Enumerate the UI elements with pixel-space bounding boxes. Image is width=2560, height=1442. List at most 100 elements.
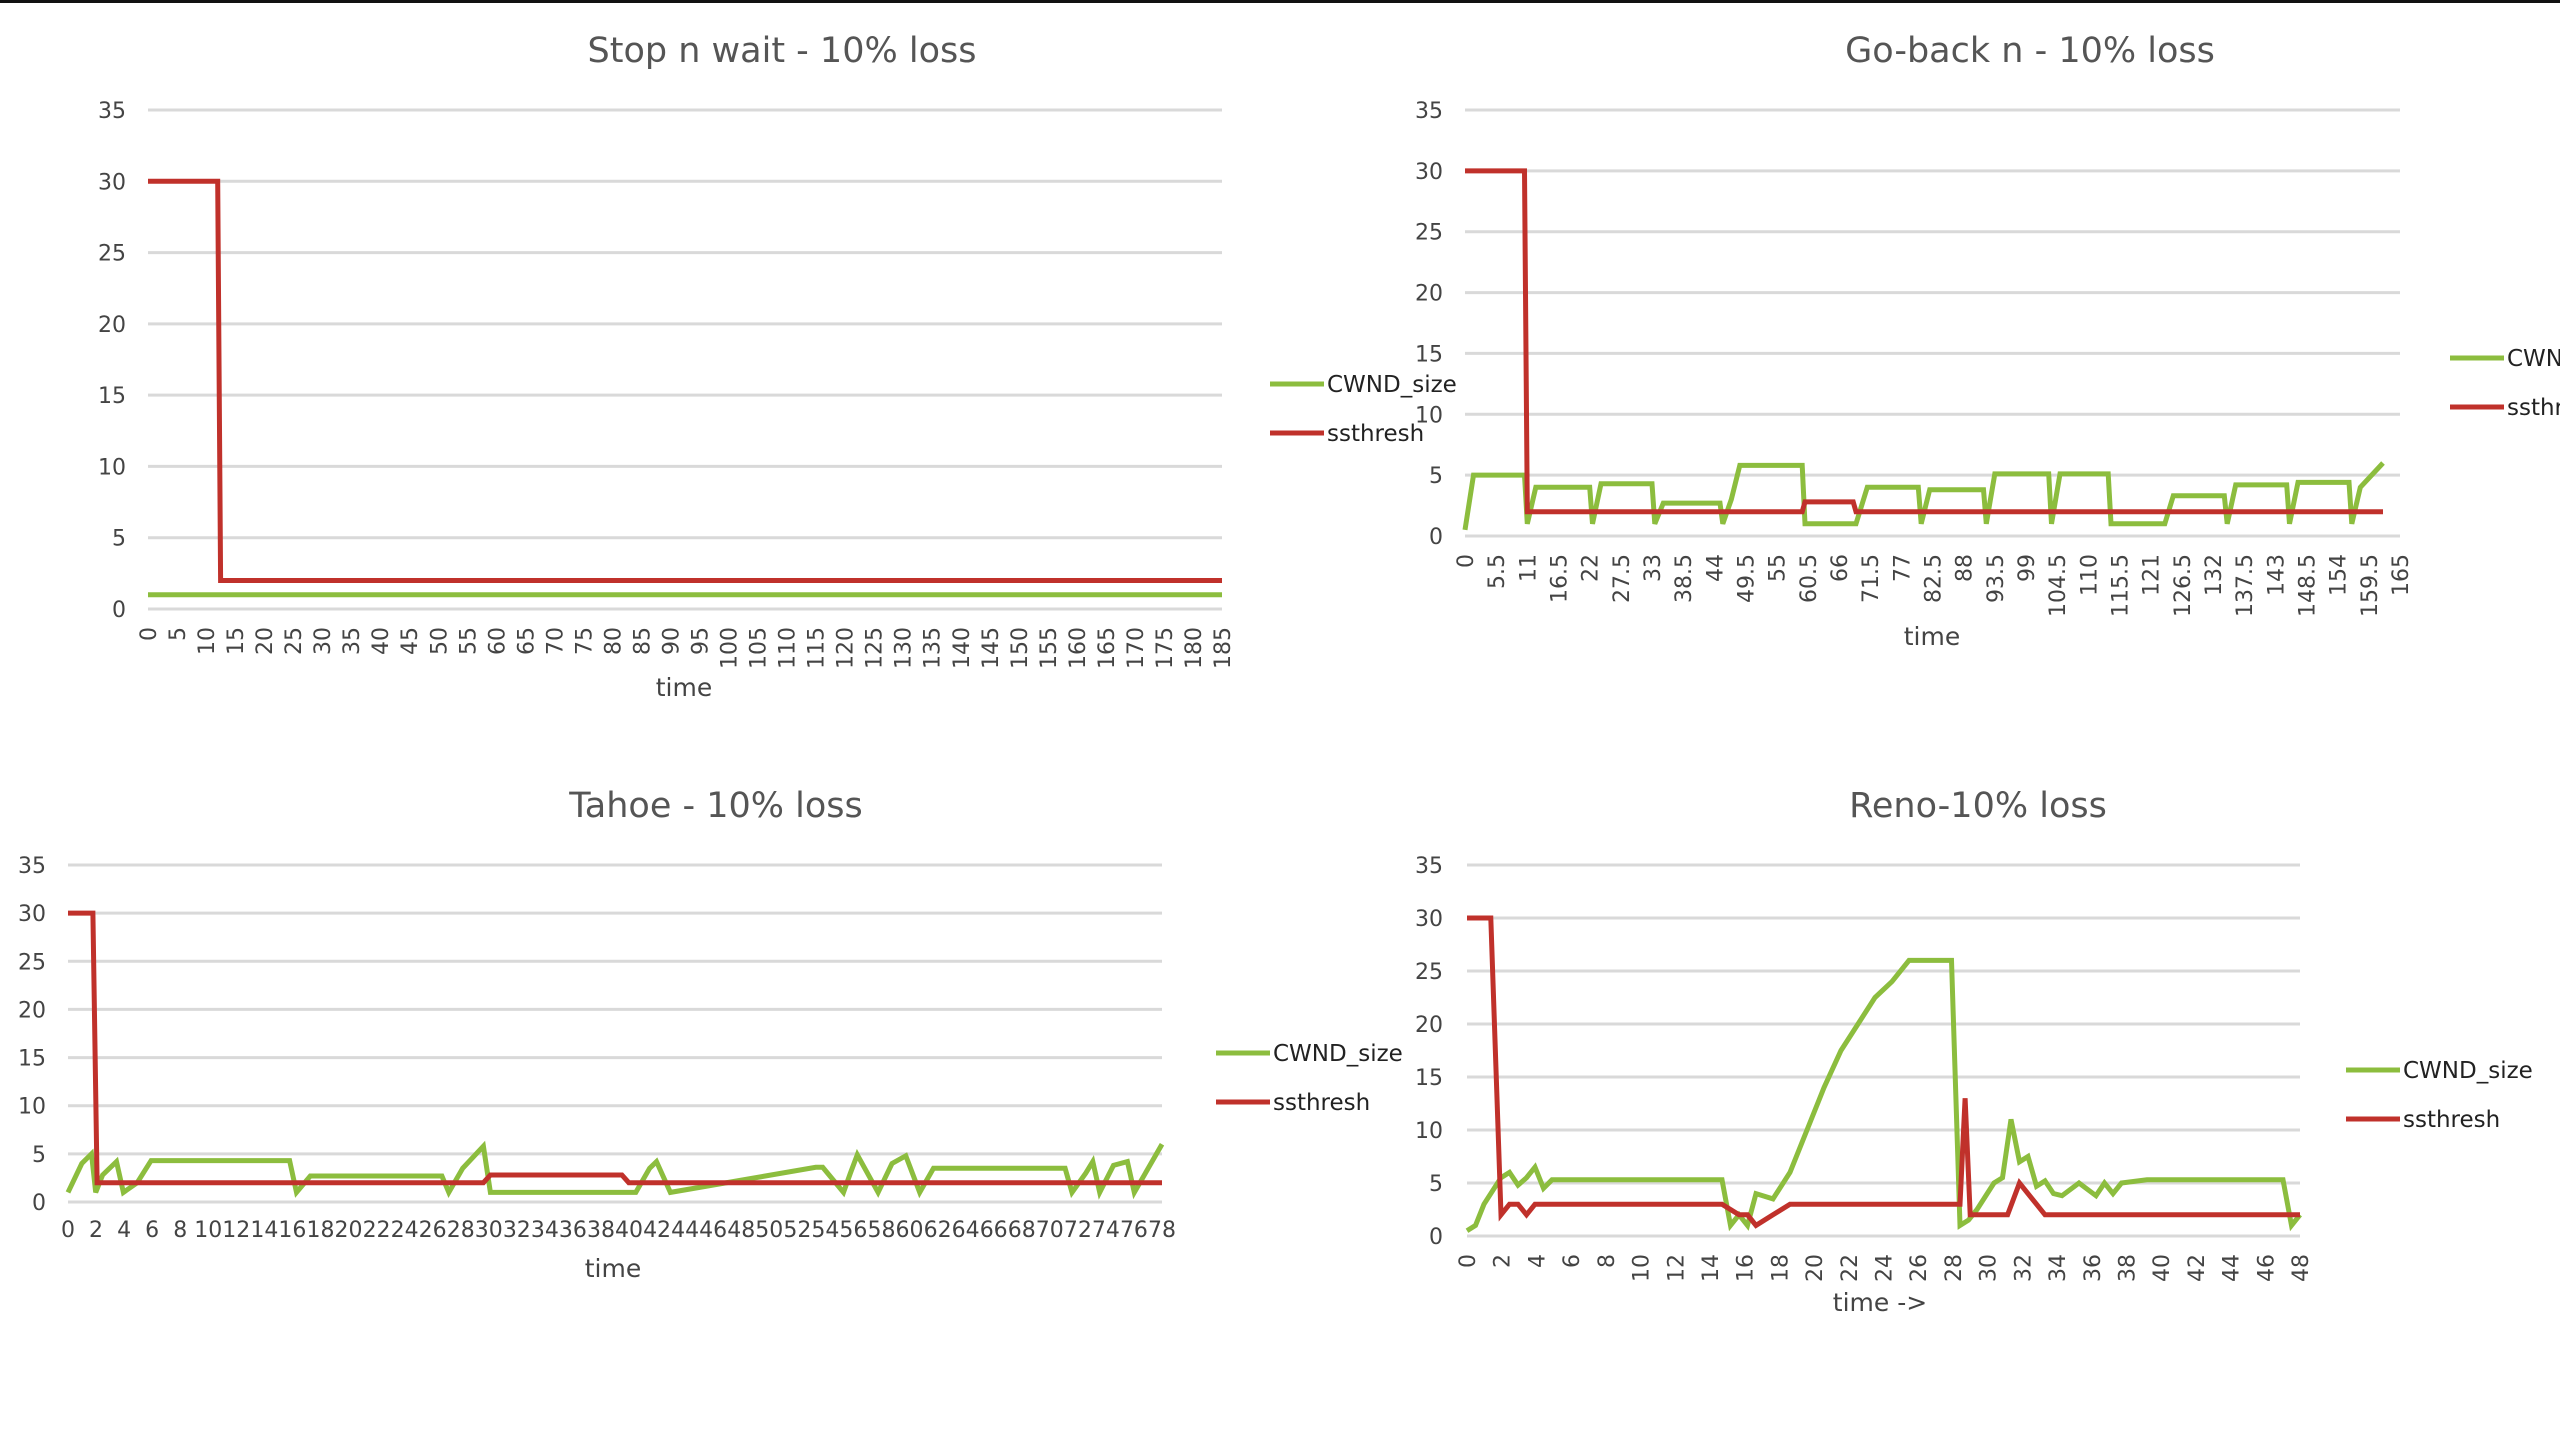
chart-4-x-tick-label: 38 [2115, 1254, 2140, 1282]
chart-3-x-tick-label: 54 [811, 1218, 839, 1243]
chart-3-x-tick-label: 32 [503, 1218, 531, 1243]
chart-3-x-tick-label: 8 [173, 1218, 187, 1243]
chart-3-x-tick-label: 46 [699, 1218, 727, 1243]
chart-1-y-tick-label: 25 [98, 242, 126, 267]
chart-4-x-tick-label: 12 [1664, 1254, 1689, 1282]
chart-2-x-tick-label: 110 [2077, 554, 2102, 596]
chart-4-x-tick-label: 46 [2254, 1254, 2279, 1282]
chart-4-y-tick-label: 10 [1415, 1119, 1443, 1144]
chart-3-x-tick-label: 50 [755, 1218, 783, 1243]
chart-4-x-tick-label: 20 [1803, 1254, 1828, 1282]
chart-3-y-tick-label: 5 [32, 1143, 46, 1168]
chart-1-x-tick-label: 35 [340, 627, 365, 655]
chart-3-x-tick-label: 24 [391, 1218, 419, 1243]
chart-2-x-tick-label: 132 [2202, 554, 2227, 596]
chart-1-x-tick-label: 160 [1066, 627, 1091, 669]
chart-3-x-tick-label: 14 [250, 1218, 278, 1243]
chart-1-y-tick-label: 10 [98, 455, 126, 480]
chart-1-y-tick-label: 20 [98, 313, 126, 338]
chart-2-x-tick-label: 38.5 [1672, 554, 1697, 603]
chart-1-y-tick-label: 30 [98, 170, 126, 195]
chart-1-x-tick-label: 70 [543, 627, 568, 655]
chart-2-y-tick-label: 0 [1429, 525, 1443, 550]
chart-1-x-tick-label: 100 [718, 627, 743, 669]
chart-3-x-tick-label: 6 [145, 1218, 159, 1243]
chart-2-x-tick-label: 55 [1766, 554, 1791, 582]
chart-3-x-tick-label: 30 [475, 1218, 503, 1243]
chart-4-x-tick-label: 22 [1838, 1254, 1863, 1282]
chart-1-x-axis-label: time [656, 673, 712, 702]
chart-3-x-axis-label: time [585, 1254, 641, 1283]
chart-2-x-tick-label: 99 [2015, 554, 2040, 582]
chart-3-x-tick-label: 10 [194, 1218, 222, 1243]
chart-2-x-tick-label: 27.5 [1610, 554, 1635, 603]
chart-2-x-tick-label: 5.5 [1485, 554, 1510, 589]
chart-2-x-tick-label: 49.5 [1735, 554, 1760, 603]
chart-2-x-tick-label: 33 [1641, 554, 1666, 582]
chart-3-x-tick-label: 44 [671, 1218, 699, 1243]
chart-3-legend-label-cwnd-size: CWND_size [1273, 1041, 1403, 1067]
chart-1-x-tick-label: 150 [1008, 627, 1033, 669]
chart-3-y-tick-label: 20 [18, 998, 46, 1023]
chart-2-y-tick-label: 20 [1415, 282, 1443, 307]
chart-3-y-tick-label: 25 [18, 950, 46, 975]
chart-2-x-axis-label: time [1904, 622, 1960, 651]
chart-3-x-tick-label: 34 [531, 1218, 559, 1243]
chart-1-x-tick-label: 55 [456, 627, 481, 655]
chart-2-y-tick-label: 25 [1415, 221, 1443, 246]
chart-2-x-tick-label: 60.5 [1797, 554, 1822, 603]
chart-3-x-tick-label: 22 [363, 1218, 391, 1243]
chart-4-x-tick-label: 4 [1525, 1254, 1550, 1268]
chart-3-y-tick-label: 10 [18, 1095, 46, 1120]
chart-3-x-tick-label: 64 [952, 1218, 980, 1243]
chart-1-x-tick-label: 25 [282, 627, 307, 655]
chart-2-x-tick-label: 82.5 [1922, 554, 1947, 603]
chart-3-x-tick-label: 0 [61, 1218, 75, 1243]
chart-3-y-tick-label: 30 [18, 902, 46, 927]
chart-1-x-tick-label: 165 [1095, 627, 1120, 669]
top-border [0, 0, 2560, 3]
chart-1-x-tick-label: 5 [166, 627, 191, 641]
chart-4-x-tick-label: 28 [1942, 1254, 1967, 1282]
chart-3-y-tick-label: 35 [18, 854, 46, 879]
chart-4-x-tick-label: 40 [2150, 1254, 2175, 1282]
chart-3-x-tick-label: 18 [306, 1218, 334, 1243]
chart-1-y-tick-label: 0 [112, 598, 126, 623]
chart-1-title: Stop n wait - 10% loss [588, 31, 977, 71]
chart-1-legend-label-ssthresh: ssthresh [1327, 421, 1424, 447]
chart-2-x-tick-label: 126.5 [2171, 554, 2196, 617]
chart-4-x-tick-label: 32 [2011, 1254, 2036, 1282]
chart-4-series-ssthresh-line [1467, 915, 2300, 1229]
chart-4-x-tick-label: 14 [1699, 1254, 1724, 1282]
chart-4-x-tick-label: 30 [1977, 1254, 2002, 1282]
chart-4-series-cwnd-size-line [1465, 957, 2302, 1233]
chart-1-x-tick-label: 140 [950, 627, 975, 669]
chart-3-series-cwnd-size-line [65, 1140, 1165, 1200]
chart-2-x-tick-label: 154 [2327, 554, 2352, 596]
chart-2-x-tick-label: 22 [1579, 554, 1604, 582]
chart-4-x-tick-label: 44 [2220, 1254, 2245, 1282]
chart-3-x-tick-label: 4 [117, 1218, 131, 1243]
chart-1-y-tick-label: 5 [112, 527, 126, 552]
chart-2-x-tick-label: 44 [1703, 554, 1728, 582]
chart-4-y-tick-label: 0 [1429, 1225, 1443, 1250]
chart-4-x-tick-label: 8 [1595, 1254, 1620, 1268]
chart-2-x-tick-label: 77 [1890, 554, 1915, 582]
chart-1-x-tick-label: 135 [921, 627, 946, 669]
chart-2-x-tick-label: 71.5 [1859, 554, 1884, 603]
chart-4-x-axis-label: time -> [1833, 1288, 1927, 1317]
chart-1-x-tick-label: 90 [659, 627, 684, 655]
chart-1-x-tick-label: 115 [805, 627, 830, 669]
chart-4-y-tick-label: 5 [1429, 1172, 1443, 1197]
chart-2-x-tick-label: 148.5 [2296, 554, 2321, 617]
chart-2-y-tick-label: 5 [1429, 464, 1443, 489]
chart-1-x-tick-label: 45 [398, 627, 423, 655]
chart-3-x-tick-label: 78 [1148, 1218, 1176, 1243]
chart-1-series-ssthresh-line [148, 178, 1222, 583]
chart-1-x-tick-label: 180 [1182, 627, 1207, 669]
chart-1-x-tick-label: 155 [1037, 627, 1062, 669]
chart-3-x-tick-label: 16 [278, 1218, 306, 1243]
chart-1-x-tick-label: 60 [485, 627, 510, 655]
chart-4-x-tick-label: 34 [2046, 1254, 2071, 1282]
